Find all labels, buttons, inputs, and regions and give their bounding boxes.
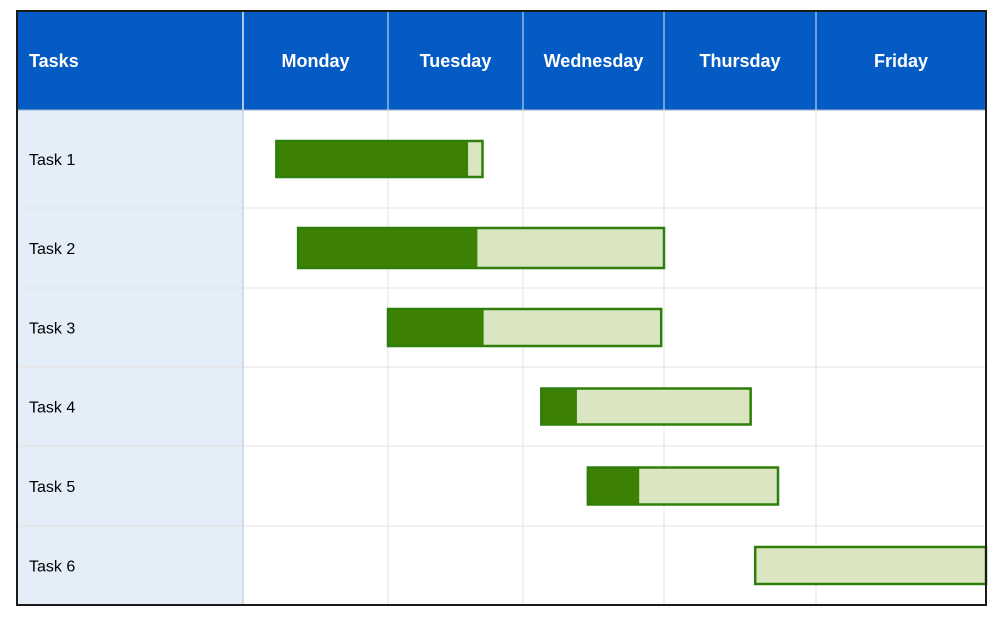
task-label: Task 6 bbox=[29, 559, 75, 576]
task-label: Task 2 bbox=[29, 241, 75, 258]
task-bar-complete bbox=[541, 388, 577, 425]
task-bar-outline bbox=[540, 387, 752, 426]
grid-lines bbox=[17, 11, 986, 605]
task-bar bbox=[296, 226, 666, 270]
task-bar bbox=[753, 545, 988, 586]
day-header-monday: Monday bbox=[281, 51, 349, 71]
chart-border bbox=[16, 10, 987, 606]
task-bar bbox=[386, 307, 663, 348]
header-background bbox=[17, 11, 986, 110]
task-bar-remaining bbox=[755, 547, 986, 584]
task-bar-complete bbox=[388, 309, 484, 346]
task-bar-outline bbox=[296, 226, 666, 270]
header-row: Tasks Monday Tuesday Wednesday Thursday Frid… bbox=[29, 11, 928, 110]
task-bar bbox=[586, 466, 780, 506]
task-label: Task 4 bbox=[29, 400, 75, 417]
task-labels: Task 1 Task 2 Task 3 Task 4 Task 5 Task 6 bbox=[29, 152, 75, 576]
task-bar-outline bbox=[586, 466, 780, 506]
task-label: Task 3 bbox=[29, 321, 75, 338]
day-header-friday: Friday bbox=[874, 51, 928, 71]
task-bar bbox=[275, 139, 484, 179]
task-bar-outline bbox=[275, 139, 484, 179]
day-header-wednesday: Wednesday bbox=[544, 51, 644, 71]
task-column-background bbox=[17, 110, 243, 605]
tasks-header: Tasks bbox=[29, 51, 79, 71]
task-label: Task 1 bbox=[29, 152, 75, 169]
task-bar-outline bbox=[386, 307, 663, 348]
task-bar-complete bbox=[276, 141, 469, 177]
task-label: Task 5 bbox=[29, 479, 75, 496]
task-bar-complete bbox=[587, 467, 640, 505]
day-header-thursday: Thursday bbox=[699, 51, 780, 71]
task-bar bbox=[540, 387, 752, 426]
day-header-tuesday: Tuesday bbox=[420, 51, 492, 71]
task-bars bbox=[275, 139, 988, 586]
task-bar-complete bbox=[298, 228, 478, 268]
